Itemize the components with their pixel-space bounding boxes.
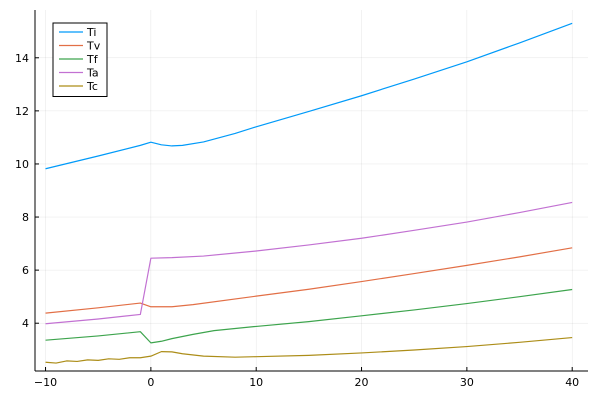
legend-label-ta: Ta xyxy=(86,67,99,80)
legend-label-tc: Tc xyxy=(86,80,98,93)
x-tick-label: 0 xyxy=(147,376,154,389)
axis-layer: −10 0 10 20 30 40 4 6 8 10 12 14 xyxy=(15,10,588,389)
y-tick-label: 10 xyxy=(15,158,29,171)
series-line-tc xyxy=(45,336,573,364)
legend-label-ti: Ti xyxy=(86,26,96,39)
y-tick-label: 4 xyxy=(22,317,29,330)
y-tick-label: 6 xyxy=(22,264,29,277)
series-line-ta xyxy=(45,201,573,325)
series-line-tv xyxy=(45,247,573,314)
series-line-ti xyxy=(45,22,573,170)
x-tick-label: 30 xyxy=(460,376,474,389)
grid-layer xyxy=(35,10,588,371)
series-line-tf xyxy=(45,288,573,344)
series-layer xyxy=(45,22,573,364)
x-tick-label: 20 xyxy=(355,376,369,389)
x-tick-label: 10 xyxy=(249,376,263,389)
legend-label-tv: Tv xyxy=(86,40,101,53)
y-tick-label: 14 xyxy=(15,52,29,65)
legend-box xyxy=(52,22,108,97)
x-tick-label: 40 xyxy=(565,376,579,389)
legend-label-tf: Tf xyxy=(86,53,99,66)
y-tick-label: 8 xyxy=(22,211,29,224)
y-tick-label: 12 xyxy=(15,105,29,118)
x-tick-label: −10 xyxy=(34,376,57,389)
